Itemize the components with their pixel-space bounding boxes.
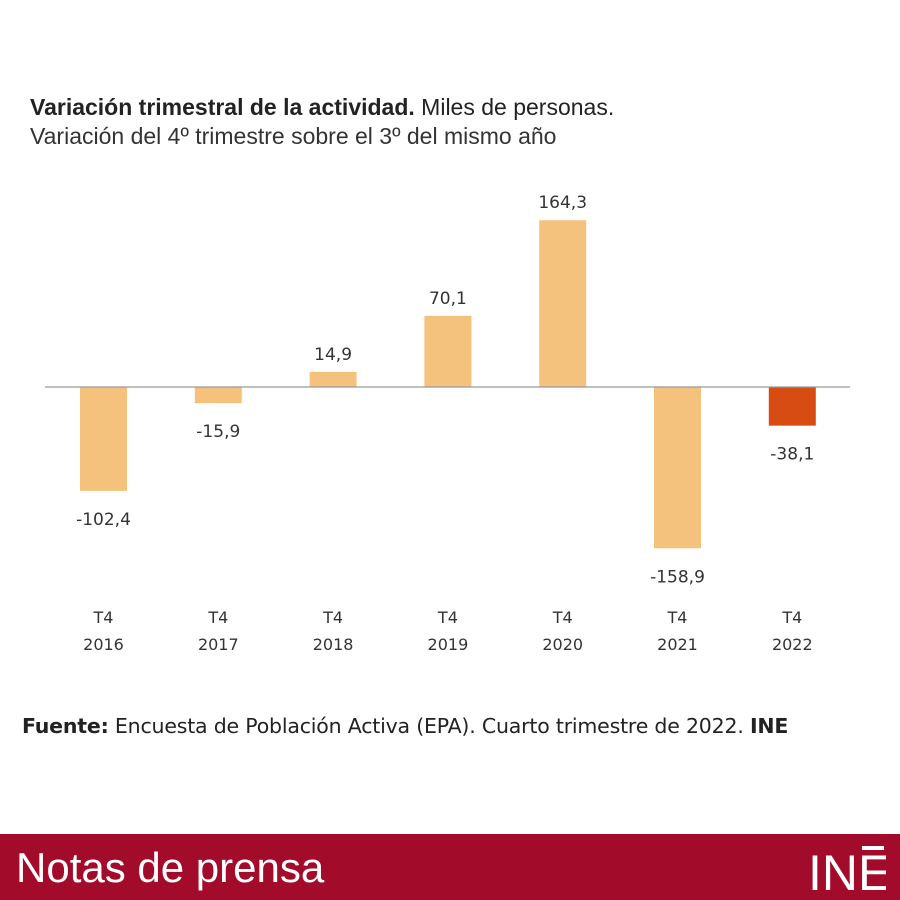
chart-title: Variación trimestral de la actividad. Mi… <box>30 93 870 122</box>
data-label: -158,9 <box>650 567 705 587</box>
x-tick-label: T4 <box>667 608 688 627</box>
bar-t4-2017 <box>194 387 242 404</box>
data-label: -102,4 <box>76 510 131 530</box>
footer-band: Notas de prensa INE <box>0 834 900 900</box>
chart-title-bold: Variación trimestral de la actividad. <box>30 94 415 120</box>
ine-logo: INE <box>808 845 886 896</box>
data-label: 70,1 <box>429 289 467 309</box>
data-label: 14,9 <box>314 345 352 365</box>
chart-title-block: Variación trimestral de la actividad. Mi… <box>30 93 870 151</box>
footer-title: Notas de prensa <box>16 844 325 891</box>
x-tick-label: 2021 <box>657 635 698 654</box>
x-tick-label: 2017 <box>198 635 239 654</box>
bar-t4-2016 <box>80 387 127 491</box>
data-label: -38,1 <box>770 445 814 465</box>
x-tick-label: T4 <box>207 608 228 627</box>
data-label: -15,9 <box>196 422 240 442</box>
x-tick-label: T4 <box>93 608 114 627</box>
bar-t4-2018 <box>309 371 357 387</box>
source-note: Fuente: Encuesta de Población Activa (EP… <box>22 714 788 738</box>
bar-t4-2019 <box>424 315 472 387</box>
source-org: INE <box>749 714 789 738</box>
x-tick-label: T4 <box>552 608 573 627</box>
bar-chart: -102,4 T4 2016 -15,9 T4 2017 14,9 T4 2018 70,1 T4 2… <box>45 193 850 654</box>
x-tick-label: T4 <box>322 608 343 627</box>
x-tick-label: 2016 <box>83 635 124 654</box>
x-tick-label: 2020 <box>542 635 583 654</box>
source-text: Encuesta de Población Activa (EPA). Cuar… <box>114 714 744 738</box>
data-label: 164,3 <box>538 193 587 213</box>
source-label: Fuente: <box>22 714 109 738</box>
ine-logo-text: INE <box>808 845 886 896</box>
bar-t4-2022 <box>768 387 816 426</box>
x-tick-label: 2019 <box>428 635 469 654</box>
bar-t4-2020 <box>539 220 587 387</box>
x-tick-label: 2018 <box>313 635 354 654</box>
chart-title-rest: Miles de personas. <box>421 94 615 120</box>
x-tick-label: 2022 <box>772 635 813 654</box>
x-tick-label: T4 <box>437 608 458 627</box>
chart-subtitle: Variación del 4º trimestre sobre el 3º d… <box>30 123 557 149</box>
x-tick-label: T4 <box>781 608 802 627</box>
bar-t4-2021 <box>654 387 701 549</box>
